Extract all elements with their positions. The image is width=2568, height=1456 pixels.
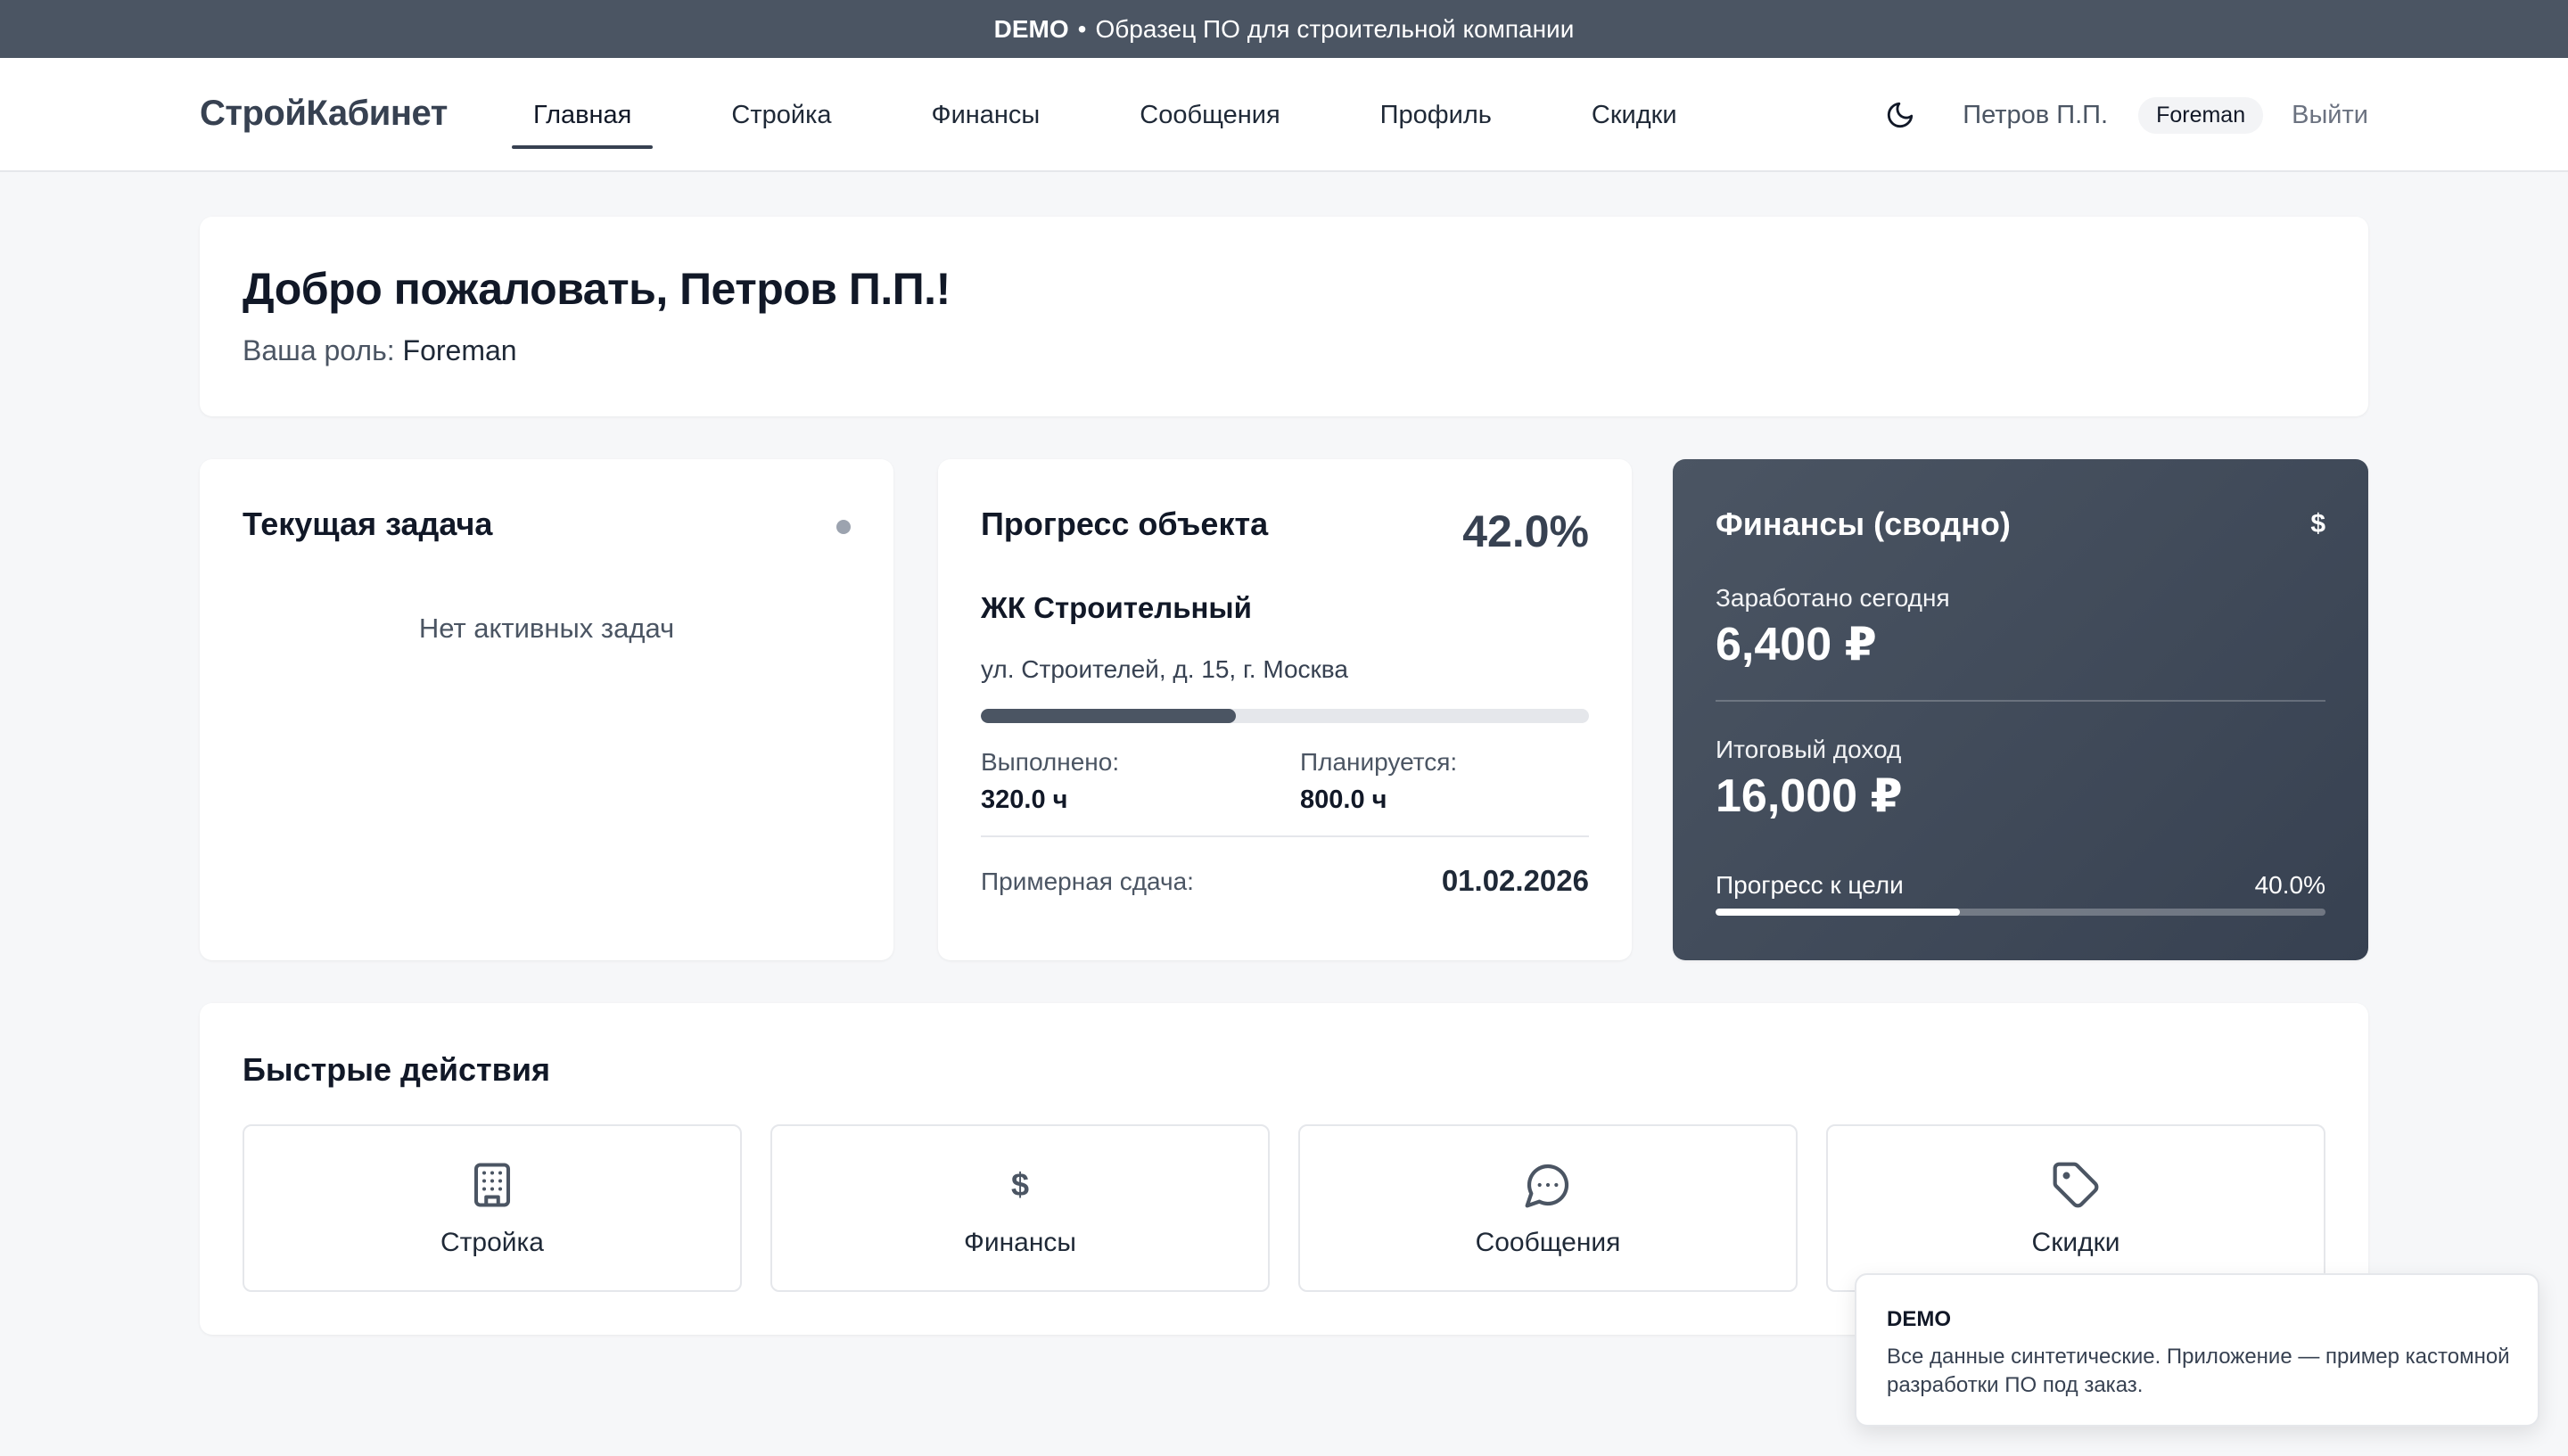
chat-icon — [1525, 1164, 1569, 1208]
demo-badge: DEMO — [993, 14, 1069, 43]
quick-action-label: Стройка — [440, 1228, 544, 1257]
finance-summary-card: Финансы (сводно) $ Заработано сегодня 6,… — [1673, 459, 2368, 960]
nav-item-messages[interactable]: Сообщения — [1140, 100, 1280, 129]
nav-item-profile[interactable]: Профиль — [1379, 100, 1492, 129]
welcome-card: Добро пожаловать, Петров П.П.! Ваша роль… — [200, 217, 2368, 416]
object-progress-bar — [981, 709, 1589, 723]
role-value: Foreman — [402, 334, 517, 366]
toast-title: DEMO — [1887, 1307, 1951, 1331]
theme-toggle-button[interactable] — [1881, 95, 1920, 135]
earned-today-value: 6,400 ₽ — [1716, 619, 1877, 670]
stats-divider — [981, 835, 1589, 837]
nav-item-finance[interactable]: Финансы — [931, 100, 1041, 129]
object-name: ЖК Строительный — [981, 591, 1252, 624]
hours-done-label: Выполнено: — [981, 748, 1120, 776]
object-progress-card: Прогресс объекта 42.0% ЖК Строительный у… — [938, 459, 1632, 960]
eta-value: 01.02.2026 — [1441, 864, 1589, 897]
quick-action-label: Скидки — [2031, 1228, 2120, 1257]
quick-action-construction[interactable]: Стройка — [243, 1124, 742, 1292]
goal-progress-percent: 40.0% — [2254, 871, 2325, 899]
dollar-icon: $ — [2310, 509, 2325, 539]
quick-actions-grid: Стройка $ Финансы Сообщения — [243, 1124, 2325, 1292]
app-logo[interactable]: СтройКабинет — [200, 94, 448, 133]
nav-item-construction[interactable]: Стройка — [731, 100, 832, 129]
welcome-title: Добро пожаловать, Петров П.П.! — [243, 264, 951, 314]
total-income-value: 16,000 ₽ — [1716, 770, 1903, 822]
demo-banner: DEMO • Образец ПО для строительной компа… — [0, 0, 2568, 58]
main-nav: Главная Стройка Финансы Сообщения Профил… — [512, 58, 1699, 172]
banner-separator: • — [1077, 14, 1087, 43]
building-icon — [473, 1163, 511, 1207]
goal-progress-bar-fill — [1716, 909, 1960, 916]
user-name: Петров П.П. — [1963, 100, 2109, 129]
hours-planned-label: Планируется: — [1300, 748, 1458, 776]
earned-today-label: Заработано сегодня — [1716, 584, 1950, 612]
header-user-area: Петров П.П. Foreman Выйти — [1881, 58, 2368, 172]
total-income-label: Итоговый доход — [1716, 736, 1902, 763]
quick-action-messages[interactable]: Сообщения — [1298, 1124, 1798, 1292]
quick-action-label: Финансы — [964, 1228, 1076, 1257]
current-task-title: Текущая задача — [243, 506, 493, 542]
no-tasks-text: Нет активных задач — [418, 613, 675, 644]
nav-item-home[interactable]: Главная — [512, 58, 654, 172]
nav-item-discounts[interactable]: Скидки — [1591, 100, 1677, 129]
finance-divider — [1716, 700, 2325, 702]
object-address: ул. Строителей, д. 15, г. Москва — [981, 655, 1348, 683]
quick-action-discounts[interactable]: Скидки — [1826, 1124, 2325, 1292]
moon-icon — [1888, 102, 1914, 128]
quick-action-finance[interactable]: $ Финансы — [770, 1124, 1270, 1292]
quick-action-label: Сообщения — [1475, 1228, 1621, 1257]
role-label: Ваша роль: — [243, 334, 395, 366]
logout-link[interactable]: Выйти — [2292, 100, 2368, 129]
goal-progress-label: Прогресс к цели — [1716, 871, 1904, 899]
hours-done-value: 320.0 ч — [981, 786, 1068, 814]
current-task-card: Текущая задача Нет активных задач — [200, 459, 893, 960]
role-badge: Foreman — [2138, 96, 2264, 134]
object-progress-bar-fill — [981, 709, 1237, 723]
finance-summary-title: Финансы (сводно) — [1716, 506, 2011, 542]
goal-progress-bar — [1716, 909, 2325, 916]
banner-text: Образец ПО для строительной компании — [1095, 14, 1575, 43]
tag-icon — [2053, 1162, 2099, 1208]
toast-text: Все данные синтетические. Приложение — п… — [1887, 1345, 2510, 1397]
top-navbar: СтройКабинет Главная Стройка Финансы Соо… — [0, 58, 2568, 172]
dollar-icon: $ — [1010, 1166, 1030, 1203]
task-status-dot — [836, 520, 851, 534]
quick-actions-card: Быстрые действия Стройка $ Финансы — [200, 1003, 2368, 1335]
hours-done-stat: Выполнено: 320.0 ч — [981, 748, 1119, 815]
hours-planned-stat: Планируется: 800.0 ч — [1300, 748, 1457, 815]
eta-label: Примерная сдача: — [981, 868, 1194, 895]
demo-toast[interactable]: DEMO Все данные синтетические. Приложени… — [1855, 1273, 2539, 1427]
object-progress-percent: 42.0% — [1462, 506, 1589, 556]
role-line: Ваша роль: Foreman — [243, 334, 517, 367]
quick-actions-title: Быстрые действия — [243, 1051, 550, 1088]
hours-planned-value: 800.0 ч — [1300, 786, 1387, 814]
object-progress-title: Прогресс объекта — [981, 506, 1269, 542]
